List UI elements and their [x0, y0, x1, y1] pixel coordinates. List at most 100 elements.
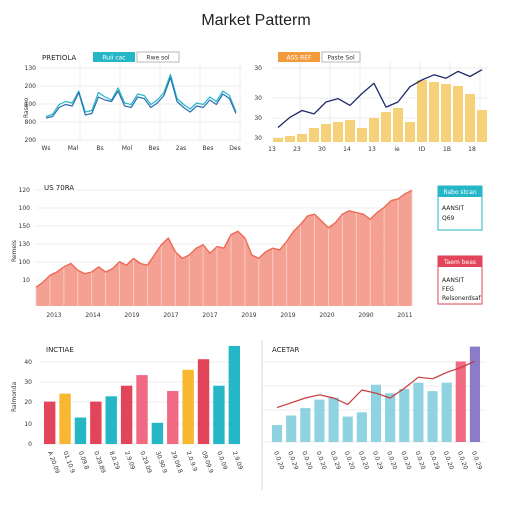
p3-xtick-label: 2017 — [163, 312, 178, 319]
p5-bar — [370, 384, 382, 442]
p2-bar — [357, 128, 367, 142]
p2-bar — [369, 118, 379, 142]
p4-xtick-label: 2.9.09 — [123, 450, 136, 470]
p2-ytick-label: 30 — [254, 65, 262, 72]
p5-bar — [385, 393, 396, 442]
p4-xtick-label: 30.90.9 — [154, 450, 168, 474]
p4-xtick-label: 0.0.09 — [215, 450, 228, 470]
p2-bar — [273, 138, 283, 142]
p4-bar — [44, 401, 56, 444]
p4-bar — [151, 422, 164, 444]
p4-title: INCTIAE — [46, 346, 74, 354]
p1-series-line-1 — [45, 73, 237, 118]
p3-xtick-label: 2019 — [241, 312, 256, 319]
p3-ytick-label: 100 — [19, 205, 31, 212]
p3-ytick-label: 130 — [19, 241, 31, 248]
p2-bar — [321, 124, 331, 142]
p1-xtick-label: Bes — [203, 145, 214, 152]
p4-bar — [228, 345, 240, 444]
p4-bar — [197, 359, 210, 444]
p3-title: US 70RA — [44, 184, 74, 192]
p5-bar — [286, 415, 297, 442]
p2-bar — [477, 110, 487, 142]
p2-series-line — [277, 69, 483, 128]
p2-xtick-label: 1B — [443, 146, 451, 153]
p2-ytick-label: 30 — [254, 95, 262, 102]
p1-legend-item-1 — [93, 52, 135, 62]
p5-bar — [427, 391, 438, 442]
p1-series-line-2 — [45, 76, 237, 119]
p3-xtick-label: 2011 — [397, 312, 412, 319]
p2-bar — [345, 120, 355, 142]
p5-xtick-label: 0.0.20 — [343, 450, 356, 470]
p4-ytick-label: 20 — [24, 399, 32, 406]
p2-bar — [381, 112, 391, 142]
p4-ylabel: Ralmonda — [11, 381, 18, 412]
p3-ytick-label: 120 — [19, 187, 31, 194]
p1-xtick-label: Des — [229, 145, 240, 152]
p4-xtick-label: 29.09.8 — [169, 450, 183, 474]
p5-xtick-label: 0.0.29 — [428, 450, 441, 470]
p2-ytick-label: 30 — [254, 135, 262, 142]
p2-bar — [297, 134, 307, 142]
p4-xtick-label: 2.9.09 — [231, 450, 244, 470]
p5-bar — [455, 361, 466, 442]
p3-xtick-label: 2017 — [202, 312, 217, 319]
p3-ytick-label: 100 — [19, 259, 31, 266]
p3-legend-box-1-title: Rabo stcan — [443, 189, 477, 196]
p5-bar — [441, 382, 452, 442]
p2-xtick-label: 13 — [368, 146, 376, 153]
p3-legend-box-1-line: AANSIT — [442, 205, 464, 212]
p1-xtick-label: Ws — [41, 145, 50, 152]
p3-ytick-label: 150 — [19, 223, 31, 230]
p2-legend-label-2: Paste Sol — [327, 55, 355, 62]
p1-xtick-label: Bes — [149, 145, 160, 152]
p4-bar — [90, 401, 102, 444]
p2-xtick-label: 13 — [268, 146, 276, 153]
p2-bar — [393, 108, 403, 142]
p1-ytick-label: 200 — [25, 83, 37, 90]
p2-xtick-label: 14 — [343, 146, 351, 153]
p4-xtick-label: 01.10.9 — [62, 450, 76, 474]
p4-bar — [120, 385, 133, 444]
p2-legend-item-2 — [321, 51, 361, 63]
p5-bar — [399, 389, 410, 442]
p2-xtick-label: ID — [419, 146, 426, 153]
p5-xtick-label: 0.0.20 — [385, 450, 398, 470]
p3-area-line — [35, 189, 413, 288]
p3-xtick-label: 2014 — [85, 312, 100, 319]
p4-bar — [74, 417, 87, 444]
p3-legend-box-1-header — [438, 186, 482, 197]
p1-legend-label-1: Ruii cac — [102, 55, 125, 62]
p1-ytick-label: 100 — [25, 101, 37, 108]
p2-bar — [417, 80, 427, 142]
p4-xtick-label: 2.0.9.9 — [185, 450, 199, 472]
p4-ytick-label: 40 — [24, 359, 32, 366]
p3-xtick-label: 2090 — [358, 312, 373, 319]
p2-bar — [441, 84, 451, 142]
p5-bar — [314, 399, 325, 442]
p1-xtick-label: Bs — [96, 145, 103, 152]
p1-ytick-label: 200 — [25, 137, 37, 144]
p4-bar — [59, 393, 71, 444]
p3-legend-box-2-line: AANSIT — [442, 277, 464, 284]
p4-ytick-label: 0 — [28, 441, 32, 448]
p2-bar — [333, 122, 343, 142]
p5-xtick-label: 0.0.20 — [456, 450, 469, 470]
p2-legend-label-1: ASS REF — [286, 55, 312, 62]
p3-xtick-label: 2019 — [124, 312, 139, 319]
p5-title: ACETAR — [272, 346, 299, 354]
p5-xtick-label: 0.0.29 — [371, 450, 384, 470]
p1-xtick-label: 2as — [176, 145, 187, 152]
p4-xtick-label: 09.09.9 — [200, 450, 214, 474]
p2-bar — [453, 86, 463, 142]
p5-xtick-label: 0.0.20 — [399, 450, 412, 470]
p2-bar — [405, 122, 415, 142]
p1-title: PRETIOLA — [42, 54, 76, 62]
p5-series-line — [276, 360, 476, 409]
p1-ylabel: Rasmo — [23, 97, 30, 118]
p4-xtick-label: 0.29.09 — [138, 450, 152, 474]
p5-xtick-label: 0.0.20 — [442, 450, 455, 470]
p3-legend-box-2-title: Taem beas — [443, 259, 476, 266]
p2-xtick-label: 23 — [293, 146, 301, 153]
